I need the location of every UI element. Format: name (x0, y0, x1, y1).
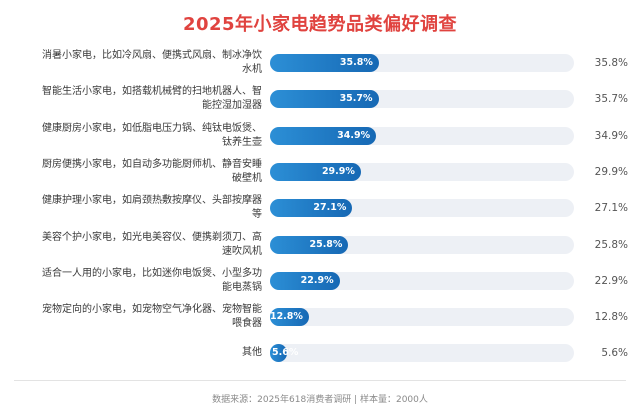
bar-track: 35.8% (270, 54, 574, 72)
footer-divider (14, 380, 626, 381)
bar (270, 344, 288, 363)
bar (270, 54, 379, 72)
bar-row: 厨房便携小家电，如自动多功能厨师机、静音安睡破壁机 29.9% 29.9% (0, 152, 640, 192)
chart-title: 2025年小家电趋势品类偏好调查 (182, 14, 458, 35)
category-label-line: 消暑小家电，比如冷风扇、便携式风扇、制冰净饮 (42, 50, 262, 61)
category-label-line: 健康护理小家电，如肩颈热敷按摩仪、头部按摩器 (42, 195, 262, 207)
category-label-line: 速吹风机 (222, 245, 262, 257)
bar-data-label: 5.6% (272, 347, 299, 359)
bar (270, 199, 353, 218)
bar-track: 12.8% (269, 308, 574, 327)
category-label: 美容个护小家电，如光电美容仪、便携剃须刀、高速吹风机 (4, 225, 262, 265)
value-label: 29.9% (594, 165, 628, 178)
bar-row: 宠物定向的小家电，如宠物空气净化器、宠物智能喂食器 12.8% 12.8% (0, 297, 640, 337)
category-label: 厨房便携小家电，如自动多功能厨师机、静音安睡破壁机 (4, 152, 262, 192)
bar-row: 健康厨房小家电，如低脂电压力锅、纯钛电饭煲、钛养生壶 34.9% 34.9% (0, 116, 640, 156)
value-label: 12.8% (594, 311, 628, 324)
category-label-line: 钛养生壶 (222, 136, 262, 148)
category-label-line: 美容个护小家电，如光电美容仪、便携剃须刀、高 (42, 231, 262, 243)
category-label-line: 适合一人用的小家电，比如迷你电饭煲、小型多功 (42, 267, 262, 279)
category-label: 宠物定向的小家电，如宠物空气净化器、宠物智能喂食器 (4, 297, 262, 337)
bar-track: 29.9% (270, 162, 574, 181)
bar-row: 其他 5.6% 5.6% (0, 333, 640, 373)
category-label: 智能生活小家电，如搭载机械臂的扫地机器人、智能控湿加湿器 (4, 79, 262, 119)
bar-row: 美容个护小家电，如光电美容仪、便携剃须刀、高速吹风机 25.8% 25.8% (0, 225, 640, 265)
bar-data-label: 22.9% (300, 274, 334, 286)
bar-track: 34.9% (270, 126, 574, 145)
bar-track: 25.8% (270, 235, 574, 254)
value-label: 22.9% (594, 274, 628, 287)
bar-data-label: 29.9% (321, 165, 355, 177)
category-label-line: 智能生活小家电，如搭载机械臂的扫地机器人、智 (42, 86, 262, 98)
category-label-line: 宠物定向的小家电，如宠物空气净化器、宠物智能 (42, 304, 262, 316)
bar-row: 适合一人用的小家电，比如迷你电饭煲、小型多功能电蒸锅 22.9% 22.9% (0, 261, 640, 301)
bar-row: 健康护理小家电，如肩颈热敷按摩仪、头部按摩器等 27.1% 27.1% (0, 188, 640, 228)
bar-data-label: 34.9% (337, 129, 371, 141)
bar-data-label: 35.8% (339, 57, 373, 68)
bar (270, 235, 349, 254)
bar-track: 5.6% (270, 344, 574, 363)
category-label-line: 能电蒸锅 (222, 281, 262, 293)
bar-track: 35.7% (270, 90, 574, 109)
category-label: 适合一人用的小家电，比如迷你电饭煲、小型多功能电蒸锅 (4, 261, 262, 301)
bar-data-label: 12.8% (269, 311, 303, 323)
bar-track: 27.1% (270, 199, 574, 218)
bar-data-label: 25.8% (309, 238, 343, 250)
category-label-line: 能控湿加湿器 (202, 100, 262, 112)
category-label-line: 等 (252, 209, 262, 221)
category-label-line: 水机 (242, 64, 262, 75)
category-label: 消暑小家电，比如冷风扇、便携式风扇、制冰净饮水机 (4, 43, 262, 83)
value-label: 35.7% (594, 93, 628, 106)
bar (270, 271, 340, 290)
category-label: 健康厨房小家电，如低脂电压力锅、纯钛电饭煲、钛养生壶 (4, 116, 262, 156)
category-label-line: 健康厨房小家电，如低脂电压力锅、纯钛电饭煲、 (42, 122, 262, 134)
category-label-line: 其他 (242, 347, 262, 359)
value-label: 35.8% (594, 57, 628, 69)
bar (270, 90, 379, 109)
bar-row: 智能生活小家电，如搭载机械臂的扫地机器人、智能控湿加湿器 35.7% 35.7% (0, 79, 640, 119)
category-label: 健康护理小家电，如肩颈热敷按摩仪、头部按摩器等 (4, 188, 262, 228)
category-label: 其他 (4, 333, 262, 373)
bar-track: 22.9% (270, 271, 574, 290)
category-label-line: 喂食器 (232, 318, 262, 330)
bar (270, 162, 361, 181)
bar-row: 消暑小家电，比如冷风扇、便携式风扇、制冰净饮水机 35.8% 35.8% (0, 43, 640, 83)
bar (270, 308, 309, 327)
bar-data-label: 35.7% (339, 93, 373, 105)
value-label: 25.8% (594, 238, 628, 251)
value-label: 27.1% (594, 202, 628, 215)
value-label: 34.9% (594, 129, 628, 142)
value-label: 5.6% (601, 347, 628, 360)
bar (270, 126, 377, 145)
category-label-line: 破壁机 (232, 172, 262, 184)
source-note: 数据来源：2025年618消费者调研 | 样本量：2000人 (212, 395, 428, 405)
bar-data-label: 27.1% (313, 202, 347, 214)
category-label-line: 厨房便携小家电，如自动多功能厨师机、静音安睡 (42, 158, 262, 170)
